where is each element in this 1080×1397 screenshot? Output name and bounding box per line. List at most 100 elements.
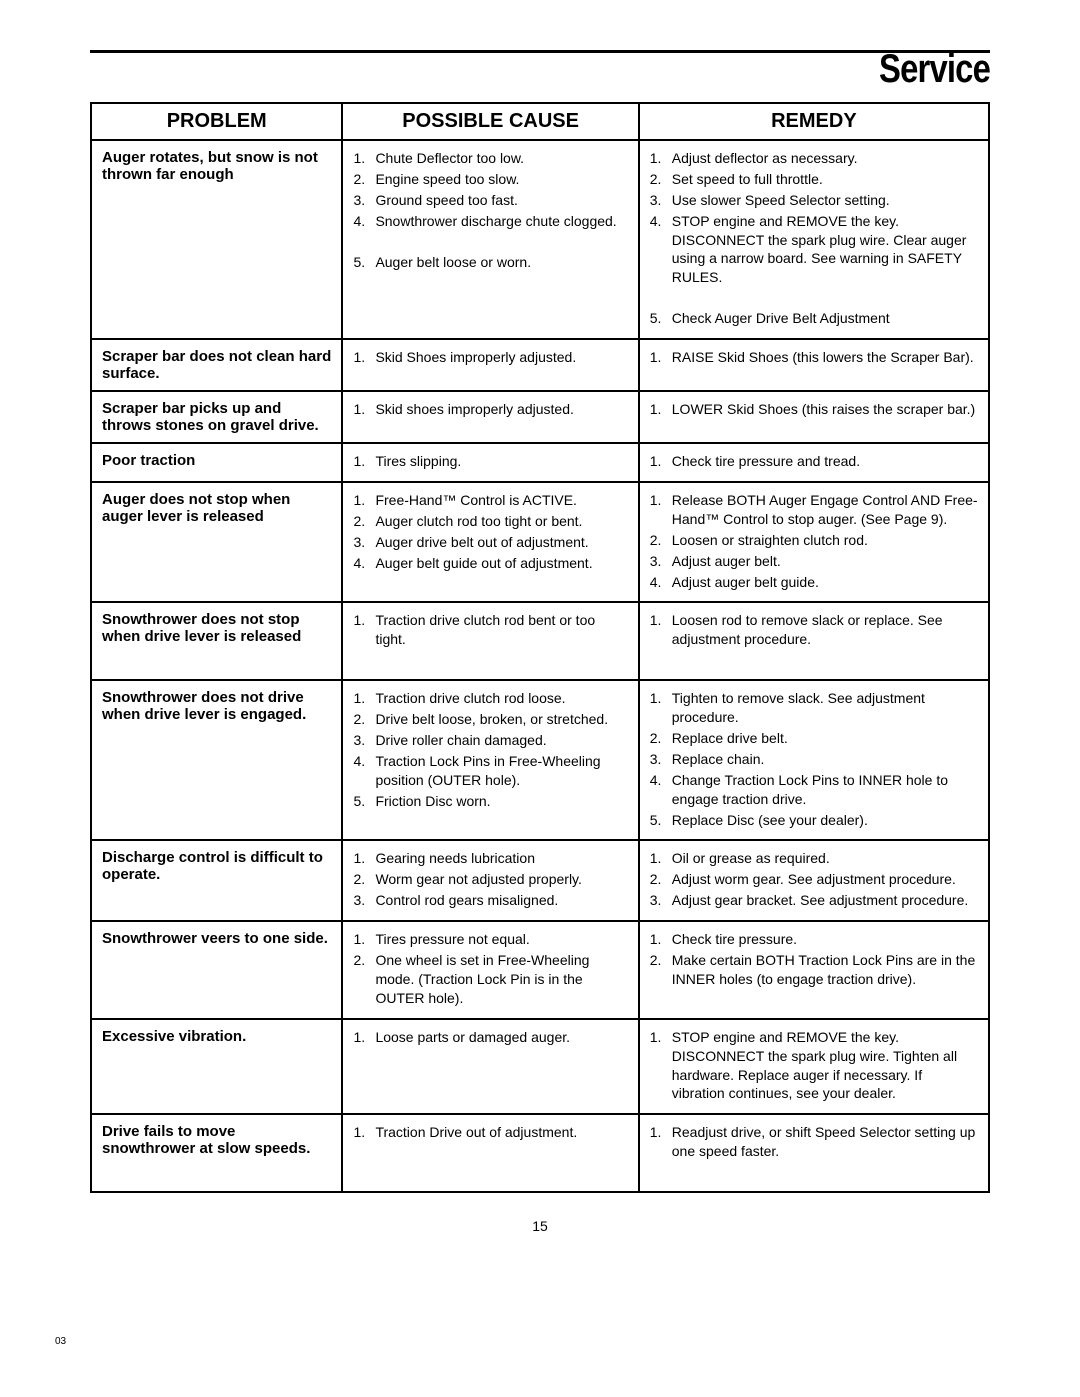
cause-list: 1.Tires slipping. bbox=[353, 452, 627, 471]
remedy-item: 2.Replace drive belt. bbox=[650, 729, 978, 748]
remedy-item: 2.Make certain BOTH Traction Lock Pins a… bbox=[650, 951, 978, 989]
cause-list: 1.Free-Hand™ Control is ACTIVE. 2.Auger c… bbox=[353, 491, 627, 573]
list-item-text: Auger drive belt out of adjustment. bbox=[375, 533, 627, 552]
cause-item: 2.Drive belt loose, broken, or stretched… bbox=[353, 710, 627, 729]
remedy-item: 2.Adjust worm gear. See adjustment proce… bbox=[650, 870, 978, 889]
list-item-number: 1. bbox=[353, 491, 375, 510]
cause-item: 1.Traction drive clutch rod loose. bbox=[353, 689, 627, 708]
list-item-text: Chute Deflector too low. bbox=[375, 149, 627, 168]
cause-item: 1.Loose parts or damaged auger. bbox=[353, 1028, 627, 1047]
cell-remedy: 1.LOWER Skid Shoes (this raises the scra… bbox=[639, 391, 989, 443]
cell-problem: Snowthrower veers to one side. bbox=[91, 921, 342, 1019]
cell-remedy: 1.Oil or grease as required.2.Adjust wor… bbox=[639, 840, 989, 921]
list-item-number: 1. bbox=[650, 149, 672, 168]
remedy-item: 3.Use slower Speed Selector setting. bbox=[650, 191, 978, 210]
cause-item: 3.Control rod gears misaligned. bbox=[353, 891, 627, 910]
list-item-text: Loosen or straighten clutch rod. bbox=[672, 531, 978, 550]
list-item-number: 1. bbox=[650, 348, 672, 367]
cause-list: 1.Skid shoes improperly adjusted. bbox=[353, 400, 627, 419]
remedy-item: 4.STOP engine and REMOVE the key. DISCON… bbox=[650, 212, 978, 288]
cell-problem: Snowthrower does not drive when drive le… bbox=[91, 680, 342, 840]
cell-problem: Auger does not stop when auger lever is … bbox=[91, 482, 342, 602]
cell-remedy: 1.Check tire pressure.2.Make certain BOT… bbox=[639, 921, 989, 1019]
problem-label: Scraper bar picks up and throws stones o… bbox=[102, 400, 331, 434]
remedy-item: 1.Readjust drive, or shift Speed Selecto… bbox=[650, 1123, 978, 1161]
list-item-text: Traction drive clutch rod loose. bbox=[375, 689, 627, 708]
table-row: Drive fails to move snowthrower at slow … bbox=[91, 1114, 989, 1192]
list-item-number: 3. bbox=[353, 533, 375, 552]
list-item-text: Set speed to full throttle. bbox=[672, 170, 978, 189]
list-item-number: 1. bbox=[650, 1123, 672, 1142]
cell-remedy: 1.Release BOTH Auger Engage Control AND … bbox=[639, 482, 989, 602]
cause-item: 3.Auger drive belt out of adjustment. bbox=[353, 533, 627, 552]
cell-cause: 1.Traction drive clutch rod loose. 2.Driv… bbox=[342, 680, 638, 840]
list-item-number: 5. bbox=[650, 811, 672, 830]
cause-list: 1.Traction drive clutch rod bent or too … bbox=[353, 611, 627, 649]
list-item-number: 1. bbox=[353, 149, 375, 168]
cause-item: 2.Engine speed too slow. bbox=[353, 170, 627, 189]
list-item-number: 5. bbox=[353, 253, 375, 272]
remedy-list: 1.LOWER Skid Shoes (this raises the scra… bbox=[650, 400, 978, 419]
list-item-text: Traction drive clutch rod bent or too ti… bbox=[375, 611, 627, 649]
cause-list: 1.Traction Drive out of adjustment. bbox=[353, 1123, 627, 1142]
table-row: Excessive vibration.1.Loose parts or dam… bbox=[91, 1019, 989, 1115]
list-item-text: Adjust gear bracket. See adjustment proc… bbox=[672, 891, 978, 910]
list-item-number: 1. bbox=[353, 348, 375, 367]
problem-label: Auger does not stop when auger lever is … bbox=[102, 491, 331, 525]
table-row: Auger rotates, but snow is not thrown fa… bbox=[91, 140, 989, 339]
list-item-number: 2. bbox=[353, 512, 375, 531]
cause-item: 4.Traction Lock Pins in Free-Wheeling po… bbox=[353, 752, 627, 790]
cell-remedy: 1.Readjust drive, or shift Speed Selecto… bbox=[639, 1114, 989, 1192]
remedy-item: 1.LOWER Skid Shoes (this raises the scra… bbox=[650, 400, 978, 419]
col-header-problem: PROBLEM bbox=[91, 103, 342, 140]
list-item-text: Adjust worm gear. See adjustment procedu… bbox=[672, 870, 978, 889]
cause-item: 1.Traction Drive out of adjustment. bbox=[353, 1123, 627, 1142]
cause-item: 1.Tires slipping. bbox=[353, 452, 627, 471]
list-item-text: Readjust drive, or shift Speed Selector … bbox=[672, 1123, 978, 1161]
remedy-item: 2.Set speed to full throttle. bbox=[650, 170, 978, 189]
list-item-number: 1. bbox=[353, 452, 375, 471]
cell-cause: 1.Traction Drive out of adjustment. bbox=[342, 1114, 638, 1192]
cause-item: 5.Auger belt loose or worn. bbox=[353, 253, 627, 272]
remedy-item: 3.Replace chain. bbox=[650, 750, 978, 769]
remedy-item: 4.Adjust auger belt guide. bbox=[650, 573, 978, 592]
list-item-number: 1. bbox=[353, 849, 375, 868]
cell-cause: 1.Tires slipping. bbox=[342, 443, 638, 482]
list-item-number: 1. bbox=[353, 400, 375, 419]
cell-remedy: 1.Tighten to remove slack. See adjustmen… bbox=[639, 680, 989, 840]
list-item-text: Change Traction Lock Pins to INNER hole … bbox=[672, 771, 978, 809]
list-item-text: Make certain BOTH Traction Lock Pins are… bbox=[672, 951, 978, 989]
list-item-number: 1. bbox=[353, 611, 375, 630]
list-item-number: 1. bbox=[353, 1028, 375, 1047]
cell-cause: 1.Skid shoes improperly adjusted. bbox=[342, 391, 638, 443]
table-row: Snowthrower veers to one side. 1.Tires pr… bbox=[91, 921, 989, 1019]
list-item-number: 1. bbox=[650, 611, 672, 630]
list-item-text: Traction Lock Pins in Free-Wheeling posi… bbox=[375, 752, 627, 790]
list-item-text: Friction Disc worn. bbox=[375, 792, 627, 811]
page-number: 15 bbox=[90, 1218, 990, 1234]
list-item-text: Drive belt loose, broken, or stretched. bbox=[375, 710, 627, 729]
list-item-number: 1. bbox=[650, 849, 672, 868]
list-item-text: Tighten to remove slack. See adjustment … bbox=[672, 689, 978, 727]
table-row: Scraper bar picks up and throws stones o… bbox=[91, 391, 989, 443]
cell-remedy: 1.RAISE Skid Shoes (this lowers the Scra… bbox=[639, 339, 989, 391]
problem-label: Snowthrower veers to one side. bbox=[102, 930, 331, 947]
list-item-number: 1. bbox=[650, 689, 672, 708]
cell-remedy: 1.Adjust deflector as necessary.2.Set sp… bbox=[639, 140, 989, 339]
list-item-text: Auger belt loose or worn. bbox=[375, 253, 627, 272]
cell-cause: 1.Tires pressure not equal.2.One wheel i… bbox=[342, 921, 638, 1019]
list-item-number: 2. bbox=[650, 170, 672, 189]
table-row: Poor traction 1.Tires slipping. 1.Check ti… bbox=[91, 443, 989, 482]
cell-remedy: 1.Loosen rod to remove slack or replace.… bbox=[639, 602, 989, 680]
cell-remedy: 1.Check tire pressure and tread. bbox=[639, 443, 989, 482]
list-item-text: Free-Hand™ Control is ACTIVE. bbox=[375, 491, 627, 510]
cause-item: 2.Auger clutch rod too tight or bent. bbox=[353, 512, 627, 531]
problem-label: Snowthrower does not drive when drive le… bbox=[102, 689, 331, 723]
list-item-number: 5. bbox=[353, 792, 375, 811]
cell-problem: Poor traction bbox=[91, 443, 342, 482]
list-item-number: 1. bbox=[353, 1123, 375, 1142]
remedy-list: 1.Release BOTH Auger Engage Control AND … bbox=[650, 491, 978, 591]
cause-item: 2.Worm gear not adjusted properly. bbox=[353, 870, 627, 889]
cause-list: 1.Skid Shoes improperly adjusted. bbox=[353, 348, 627, 367]
remedy-list: 1.Check tire pressure.2.Make certain BOT… bbox=[650, 930, 978, 989]
